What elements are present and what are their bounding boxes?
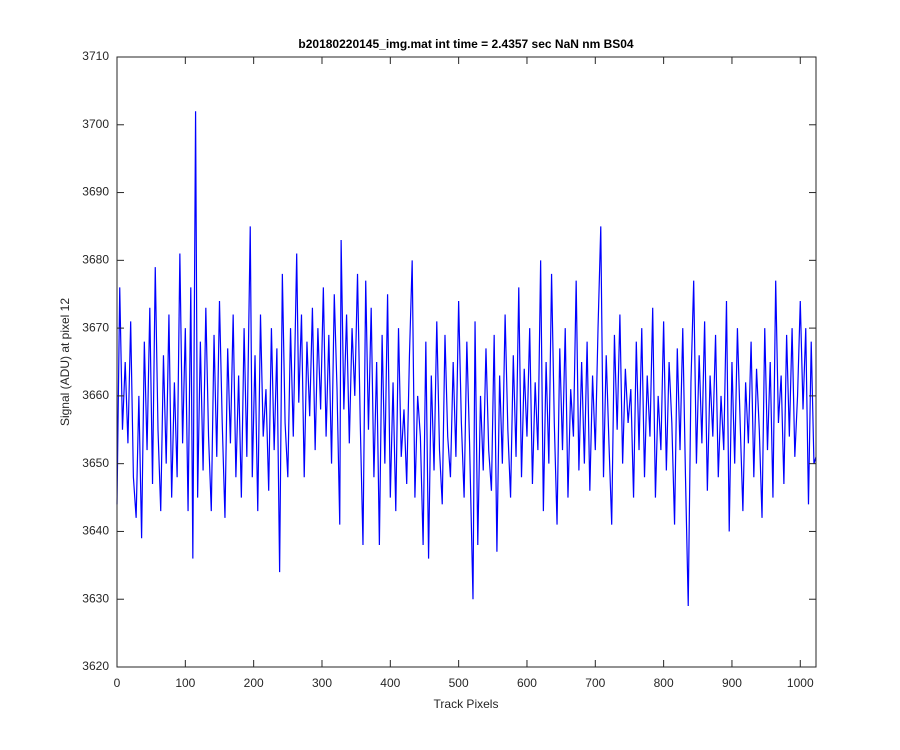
- axes-box: [116, 56, 817, 668]
- x-tick-label: 800: [654, 676, 674, 690]
- x-tick-label: 300: [312, 676, 332, 690]
- x-tick-label: 600: [517, 676, 537, 690]
- x-tick-label: 200: [244, 676, 264, 690]
- y-tick-label: 3630: [82, 591, 109, 605]
- y-tick-label: 3680: [82, 253, 109, 267]
- y-tick-label: 3700: [82, 117, 109, 131]
- y-tick-label: 3650: [82, 456, 109, 470]
- x-tick-label: 100: [175, 676, 195, 690]
- chart-title: b20180220145_img.mat int time = 2.4357 s…: [298, 37, 634, 51]
- y-tick-label: 3690: [82, 185, 109, 199]
- x-axis-label: Track Pixels: [434, 697, 499, 711]
- x-tick-label: 500: [449, 676, 469, 690]
- x-tick-label: 1000: [787, 676, 814, 690]
- y-tick-label: 3670: [82, 320, 109, 334]
- x-tick-label: 0: [114, 676, 121, 690]
- y-tick-label: 3640: [82, 524, 109, 538]
- x-tick-label: 700: [585, 676, 605, 690]
- x-tick-label: 900: [722, 676, 742, 690]
- data-line: [116, 111, 817, 607]
- y-tick-label: 3660: [82, 388, 109, 402]
- y-tick-label: 3620: [82, 659, 109, 673]
- x-tick-label: 400: [380, 676, 400, 690]
- y-axis-label: Signal (ADU) at pixel 12: [58, 298, 72, 426]
- y-tick-label: 3710: [82, 49, 109, 63]
